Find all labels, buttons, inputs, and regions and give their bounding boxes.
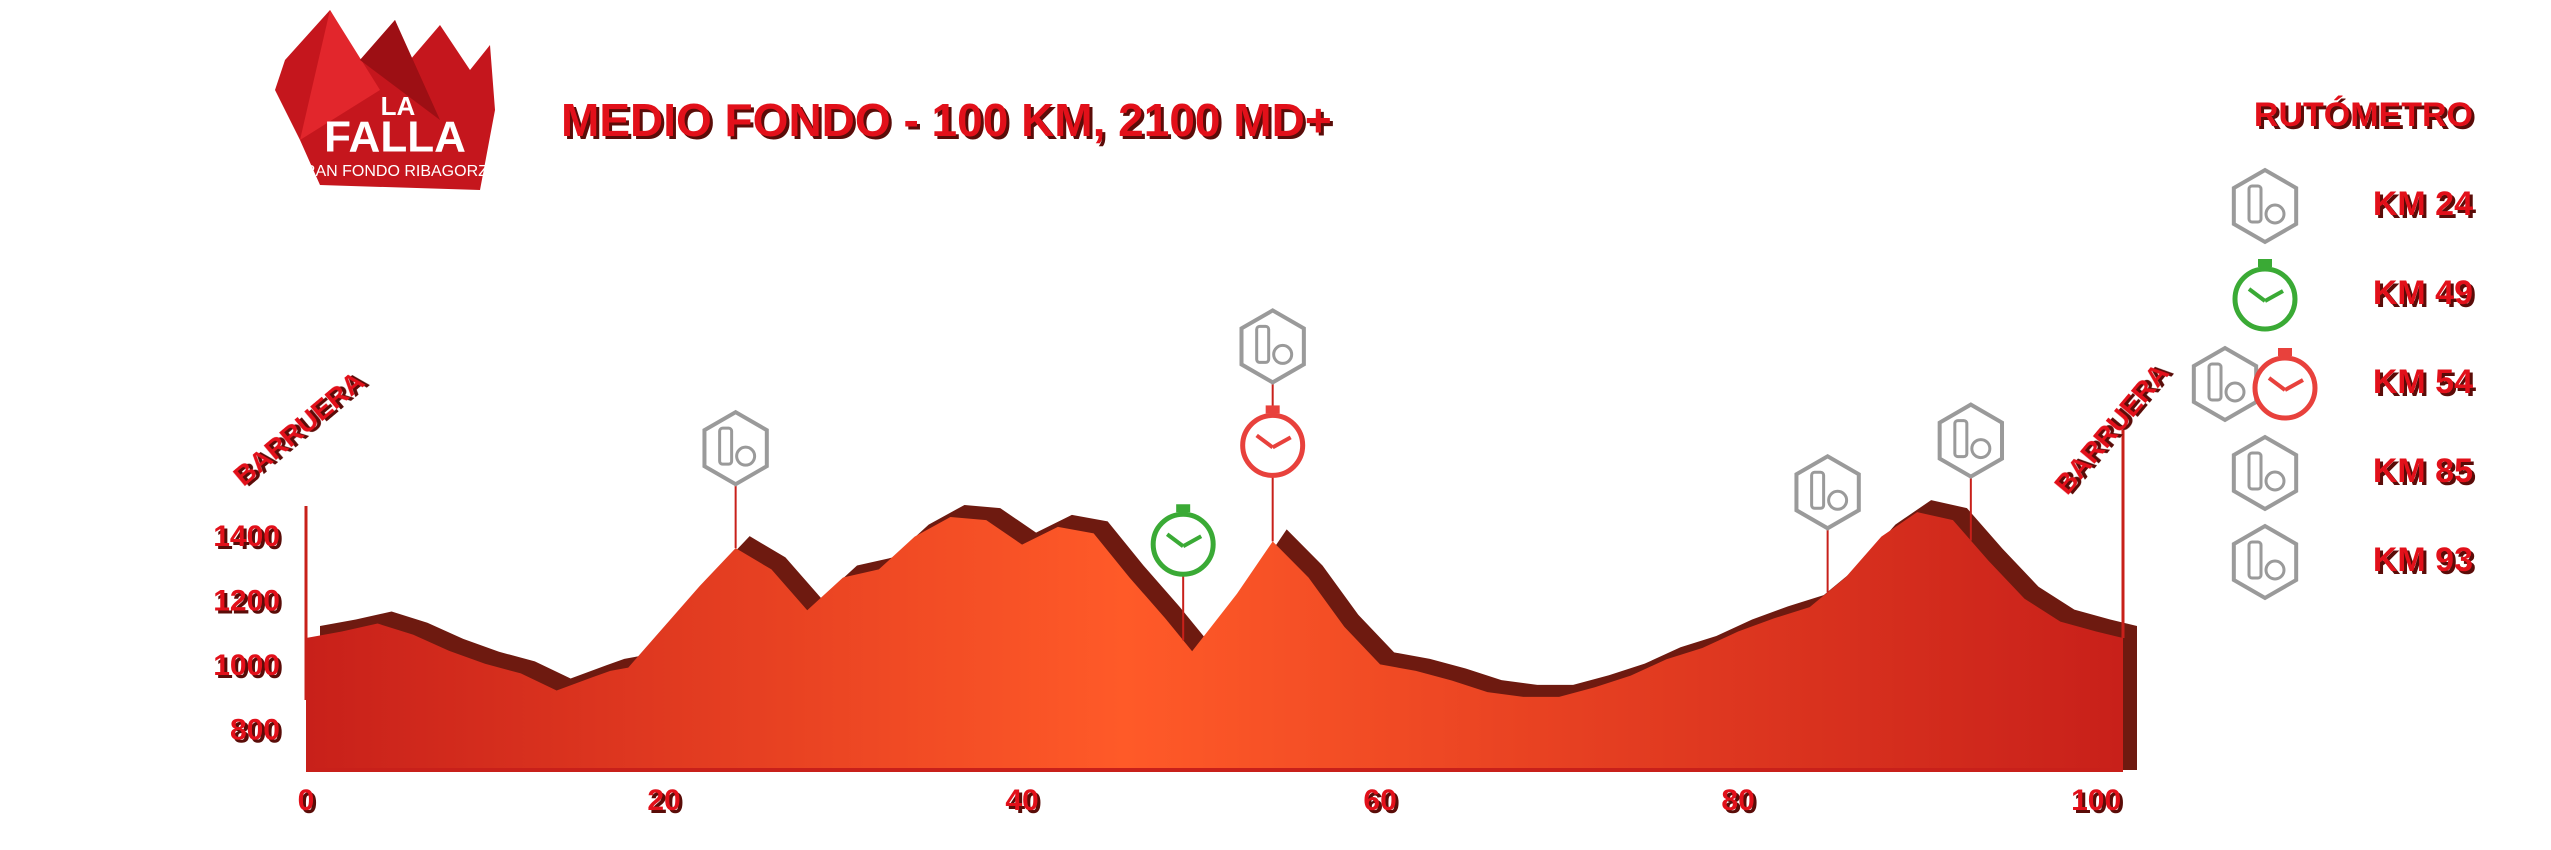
- x-tick-label: 0: [298, 784, 315, 817]
- timer-button: [1265, 405, 1280, 414]
- legend-label: KM 24: [2373, 185, 2473, 223]
- logo-main: FALLA: [324, 113, 466, 162]
- timer-button: [2278, 348, 2292, 356]
- timer-button: [2258, 259, 2272, 267]
- x-tick-label: 80: [1721, 784, 1754, 817]
- end-label: BARRUERA: [2048, 357, 2175, 500]
- feed-icon: [2231, 523, 2299, 601]
- bottle: [2247, 540, 2263, 580]
- feed-icon: [1937, 402, 2005, 479]
- timer-hand: [2267, 376, 2287, 392]
- bottle: [1255, 324, 1271, 364]
- timer-hand: [1182, 534, 1203, 549]
- timer-hand: [1165, 532, 1185, 548]
- apple: [1970, 438, 1992, 460]
- y-tick-label: 1200: [213, 585, 280, 618]
- bottle: [1810, 470, 1826, 510]
- feed-icon: [1239, 308, 1306, 385]
- feed-icon: [1794, 453, 1861, 531]
- feed-icon: [2231, 167, 2299, 245]
- start-label: BARRUERA: [227, 365, 370, 492]
- route-point: [1937, 402, 2299, 601]
- x-tick-label: 100: [2071, 784, 2121, 817]
- apple: [2264, 470, 2286, 492]
- chart-title: MEDIO FONDO - 100 KM, 2100 MD+: [561, 94, 1332, 146]
- logo-sub: GRAN FONDO RIBAGORZA: [291, 163, 498, 180]
- x-tick-label: 20: [647, 784, 680, 817]
- legend-label: KM 49: [2373, 274, 2473, 312]
- apple: [2224, 381, 2246, 403]
- apple: [1827, 489, 1849, 511]
- feed-icon: [2191, 345, 2259, 423]
- legend-title: RUTÓMETRO: [2254, 96, 2473, 134]
- legend-label: KM 54: [2373, 363, 2473, 401]
- timer-hand: [1271, 435, 1292, 450]
- apple: [2264, 559, 2286, 581]
- logo-top: LA: [381, 91, 416, 121]
- logo: LA FALLA GRAN FONDO RIBAGORZA: [275, 10, 499, 190]
- timer-button: [1176, 504, 1191, 513]
- apple: [735, 445, 757, 467]
- legend-label: KM 93: [2373, 541, 2473, 579]
- timer-hand: [2247, 287, 2267, 303]
- x-tick-label: 40: [1005, 784, 1038, 817]
- apple: [2264, 203, 2286, 225]
- timer-hand: [1255, 433, 1274, 450]
- x-tick-label: 60: [1363, 784, 1396, 817]
- logo-shape: [360, 20, 440, 120]
- feed-icon: [2231, 434, 2299, 512]
- bottle: [718, 426, 734, 466]
- logo-shape: [300, 10, 380, 140]
- route-point: [1239, 308, 2318, 542]
- bottle: [1953, 419, 1969, 459]
- timer-hand: [2284, 378, 2304, 392]
- profile: [306, 512, 2123, 770]
- feed-icon: [702, 409, 769, 487]
- apple: [1272, 343, 1294, 365]
- profile-base: [306, 768, 2123, 772]
- y-tick-label: 1000: [213, 649, 280, 682]
- bottle: [2207, 362, 2223, 402]
- route-point: [1150, 259, 2298, 641]
- timer-hand: [2264, 289, 2284, 303]
- route-point: [702, 167, 2299, 549]
- y-tick-label: 1400: [213, 520, 280, 553]
- bottle: [2247, 451, 2263, 491]
- legend-label: KM 85: [2373, 452, 2473, 490]
- bottle: [2247, 184, 2263, 224]
- route-point: [1794, 434, 2299, 593]
- y-tick-label: 800: [230, 713, 280, 746]
